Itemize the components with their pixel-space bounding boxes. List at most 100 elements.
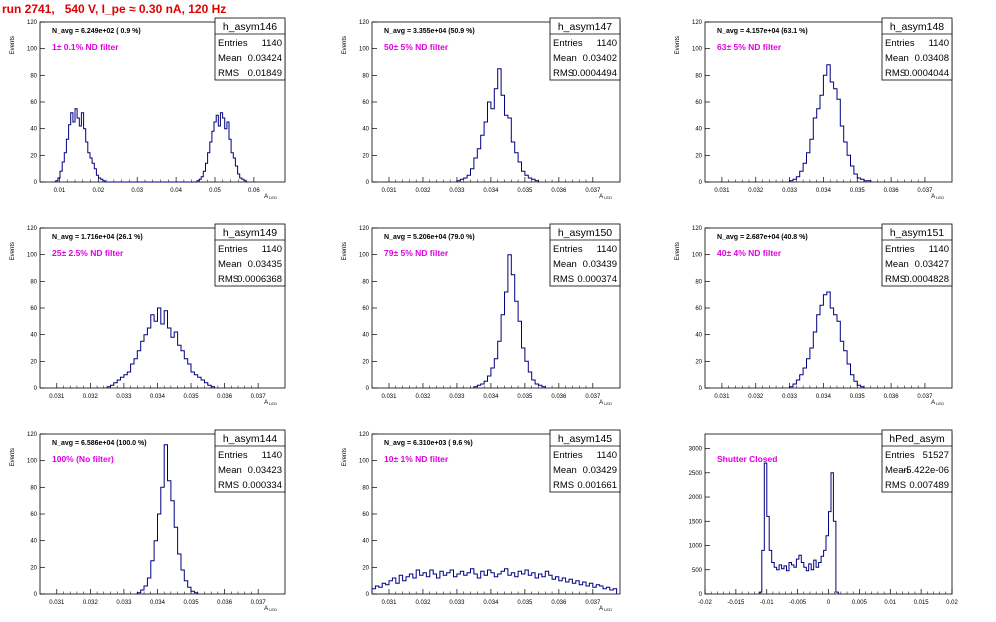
stats-value: -5.422e-06 <box>903 465 949 476</box>
filter-label: Shutter Closed <box>717 454 777 464</box>
navg-text: N_avg = 6.586e+04 (100.0 %) <box>52 440 147 447</box>
y-tick-label: 80 <box>30 73 37 79</box>
y-tick-label: 60 <box>695 100 702 106</box>
y-tick-label: 60 <box>362 512 369 518</box>
y-tick-label: 2000 <box>689 495 703 501</box>
x-tick-label: 0.035 <box>850 188 866 194</box>
stats-key: Mean <box>885 259 909 270</box>
x-tick-label: 0.033 <box>116 394 132 400</box>
stats-value: 0.01849 <box>248 68 282 79</box>
stats-value: 1140 <box>262 450 282 461</box>
stats-key: Mean <box>553 53 577 64</box>
y-tick-label: 500 <box>692 568 703 574</box>
y-tick-label: 80 <box>362 485 369 491</box>
stats-value: 0.000334 <box>242 480 282 491</box>
y-tick-label: 20 <box>362 565 369 571</box>
stats-key: Entries <box>218 38 248 49</box>
stats-key: Mean <box>553 465 577 476</box>
y-tick-label: 100 <box>359 253 370 259</box>
histogram-panel-h_asym151: 0.031 0.032 0.033 0.034 0.035 0.036 0.037 0 20 40… <box>675 223 953 406</box>
y-tick-label: 80 <box>30 279 37 285</box>
stats-key: RMS <box>885 68 906 79</box>
x-tick-label: 0.034 <box>150 394 166 400</box>
y-tick-label: 80 <box>695 73 702 79</box>
filter-label: 100% (No filter) <box>52 454 114 464</box>
x-tick-label: 0.037 <box>585 188 601 194</box>
x-axis-label: A LED <box>599 194 612 200</box>
x-tick-label: 0.033 <box>449 600 465 606</box>
x-tick-label: 0.034 <box>483 188 499 194</box>
y-tick-label: 60 <box>362 100 369 106</box>
filter-label: 25± 2.5% ND filter <box>52 248 124 258</box>
y-tick-label: 80 <box>695 279 702 285</box>
stats-value: 0.0004828 <box>904 274 949 285</box>
stats-title: h_asym146 <box>223 21 277 33</box>
y-tick-label: 0 <box>699 592 703 598</box>
y-tick-label: 40 <box>695 127 702 133</box>
y-tick-label: 80 <box>362 279 369 285</box>
stats-box <box>549 429 621 493</box>
x-tick-label: 0.033 <box>449 188 465 194</box>
stats-box <box>881 17 953 81</box>
x-axis-label: A LED <box>264 606 277 612</box>
stats-key: RMS <box>553 480 574 491</box>
histogram-line <box>53 108 249 183</box>
stats-value: 0.0004044 <box>904 68 949 79</box>
x-tick-label: 0.036 <box>884 188 900 194</box>
stats-title: h_asym144 <box>223 433 277 445</box>
histogram-panel-h_asym148: 0.031 0.032 0.033 0.034 0.035 0.036 0.037 0 20 40… <box>675 17 953 200</box>
stats-value: 1140 <box>597 244 617 255</box>
x-tick-label: 0.036 <box>217 394 233 400</box>
stats-value: 0.03408 <box>915 53 949 64</box>
x-axis-label: A LED <box>264 194 277 200</box>
x-tick-label: 0.035 <box>517 188 533 194</box>
histogram-panel-hPed_asym: -0.02 -0.015 -0.01 -0.005 0 0.005 0.01 0.015 0.0… <box>689 429 958 606</box>
stats-key: RMS <box>553 68 574 79</box>
x-tick-label: 0.031 <box>714 188 730 194</box>
y-tick-label: 3000 <box>689 447 703 453</box>
histogram-panel-h_asym145: 0.031 0.032 0.033 0.034 0.035 0.036 0.037 0 20 40… <box>342 429 621 612</box>
histogram-panel-h_asym146: 0.01 0.02 0.03 0.04 0.05 0.06 0 20 40 60 80 100 120 E… <box>10 17 286 200</box>
stats-key: Mean <box>218 53 242 64</box>
x-tick-label: 0.035 <box>850 394 866 400</box>
x-tick-label: 0.031 <box>381 394 397 400</box>
y-tick-label: 100 <box>359 459 370 465</box>
x-tick-label: 0.02 <box>946 600 958 606</box>
x-tick-label: 0.034 <box>483 394 499 400</box>
y-tick-label: 60 <box>695 306 702 312</box>
x-tick-label: 0.03 <box>131 188 143 194</box>
stats-box <box>549 17 621 81</box>
stats-value: 1140 <box>262 38 282 49</box>
x-tick-label: 0.035 <box>517 600 533 606</box>
x-tick-label: 0.034 <box>150 600 166 606</box>
y-tick-label: 100 <box>27 459 38 465</box>
y-tick-label: 0 <box>34 386 38 392</box>
y-axis-label: Events <box>675 242 681 260</box>
histogram-line <box>136 444 199 594</box>
y-tick-label: 60 <box>362 306 369 312</box>
x-axis-label: A LED <box>264 400 277 406</box>
x-axis-label: A LED <box>931 194 944 200</box>
x-tick-label: 0.032 <box>415 188 431 194</box>
filter-label: 50± 5% ND filter <box>384 42 449 52</box>
x-tick-label: 0.031 <box>714 394 730 400</box>
x-tick-label: 0.032 <box>83 394 99 400</box>
navg-text: N_avg = 6.249e+02 ( 0.9 %) <box>52 28 141 35</box>
stats-value: 0.03439 <box>583 259 617 270</box>
stats-key: Entries <box>553 450 583 461</box>
y-tick-label: 120 <box>359 432 370 438</box>
y-tick-label: 100 <box>692 47 703 53</box>
y-tick-label: 40 <box>362 127 369 133</box>
page-title: run 2741, 540 V, I_pe ≈ 0.30 nA, 120 Hz <box>2 2 227 16</box>
stats-value: 0.007489 <box>909 480 949 491</box>
y-tick-label: 40 <box>30 127 37 133</box>
histogram-line <box>473 254 546 388</box>
x-tick-label: 0.031 <box>49 600 65 606</box>
y-tick-label: 0 <box>366 592 370 598</box>
y-tick-label: 0 <box>366 180 370 186</box>
stats-value: 0.000374 <box>577 274 617 285</box>
filter-label: 1± 0.1% ND filter <box>52 42 119 52</box>
histogram-panel-h_asym149: 0.031 0.032 0.033 0.034 0.035 0.036 0.037 0 20 40… <box>10 223 286 406</box>
y-tick-label: 0 <box>34 180 38 186</box>
